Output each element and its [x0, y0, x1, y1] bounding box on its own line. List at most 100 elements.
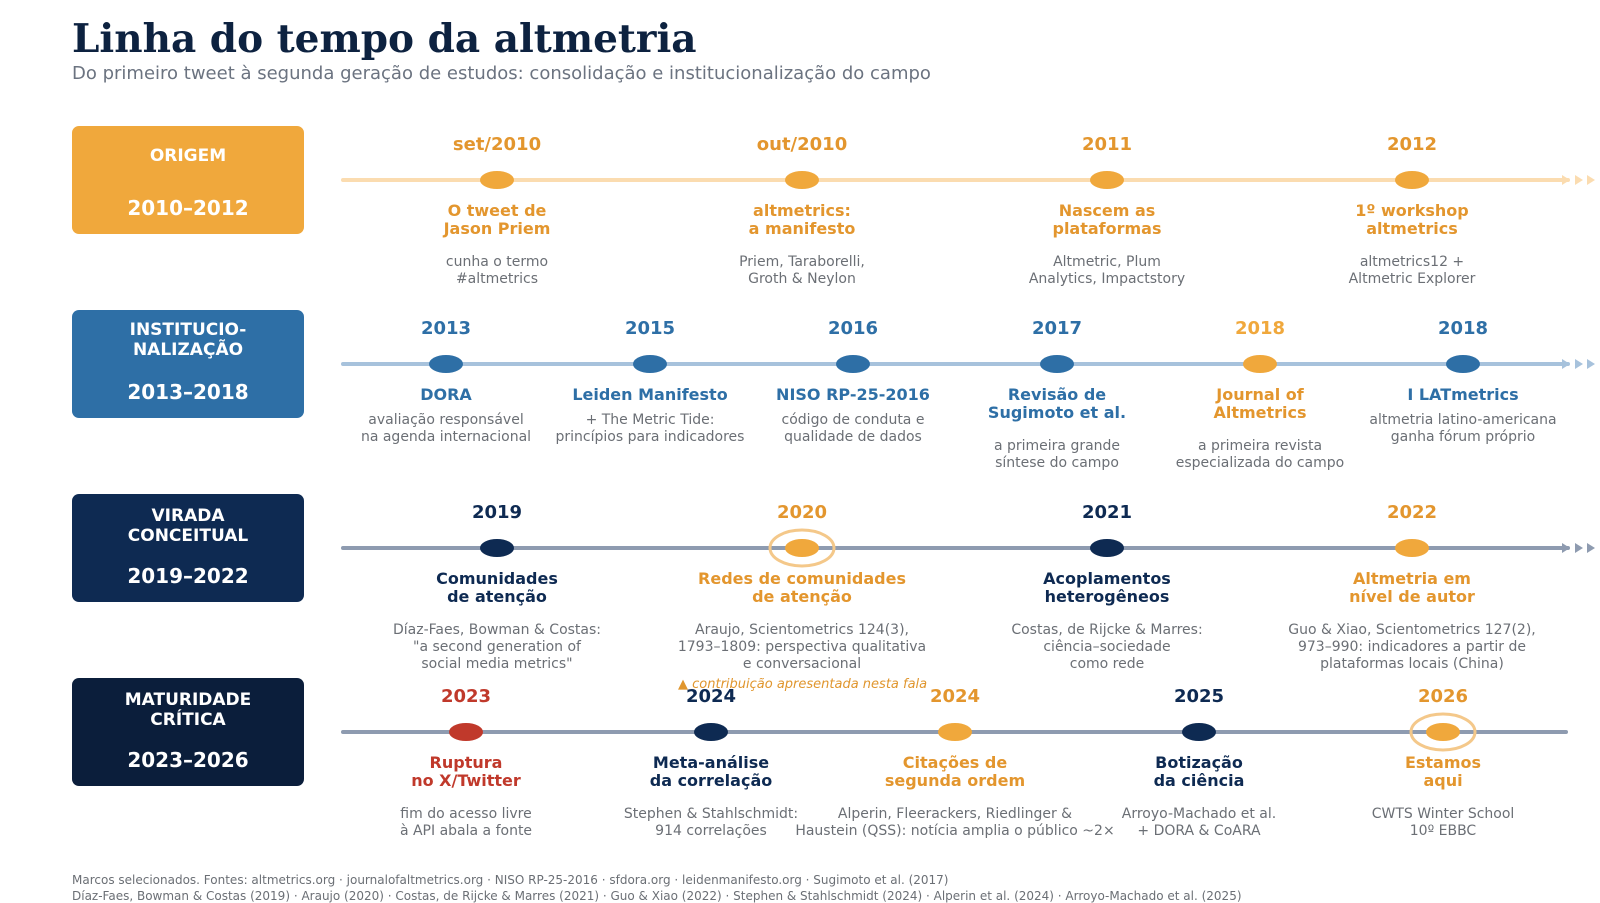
- event-marker: [449, 723, 483, 741]
- timeline-arrow: [1575, 359, 1583, 369]
- timeline-arrow: [1575, 543, 1583, 553]
- event-title: Ruptura no X/Twitter: [411, 753, 521, 790]
- page-subtitle: Do primeiro tweet à segunda geração de e…: [72, 63, 931, 84]
- phase-years: 2013–2018: [127, 380, 249, 404]
- event-marker: [633, 355, 667, 373]
- event-marker: [836, 355, 870, 373]
- event-year: 2023: [440, 686, 492, 707]
- phase-box-4: MATURIDADE CRÍTICA 2023–2026: [72, 678, 304, 786]
- timeline-arrow: [1587, 543, 1595, 553]
- event-year: 2024: [929, 686, 981, 707]
- event-description: Priem, Taraborelli, Groth & Neylon: [739, 254, 865, 287]
- event-year: 2018: [1437, 318, 1489, 339]
- timeline-arrow: [1562, 543, 1570, 553]
- event-title: altmetrics: a manifesto: [748, 201, 856, 238]
- event-year: 2026: [1417, 686, 1469, 707]
- event-year: 2019: [471, 502, 523, 523]
- event-marker: [1182, 723, 1216, 741]
- event-marker: [785, 539, 819, 557]
- event-title: O tweet de Jason Priem: [443, 201, 551, 238]
- event-title: Botização da ciência: [1153, 753, 1245, 790]
- event-title: Leiden Manifesto: [572, 385, 728, 404]
- phase-years: 2019–2022: [127, 564, 249, 588]
- event-year: 2018: [1234, 318, 1286, 339]
- event-title: Altmetria em nível de autor: [1349, 569, 1475, 606]
- event-marker: [1040, 355, 1074, 373]
- event-marker: [1090, 539, 1124, 557]
- event-title: Acoplamentos heterogêneos: [1043, 569, 1171, 606]
- event-description: a primeira grande síntese do campo: [993, 438, 1121, 471]
- event-year: 2020: [776, 502, 828, 523]
- event-title: NISO RP-25-2016: [776, 385, 930, 404]
- event-description: + The Metric Tide: princípios para indica…: [555, 412, 745, 445]
- event-title: DORA: [420, 385, 472, 404]
- page-title: Linha do tempo da altmetria: [72, 16, 697, 62]
- event-marker: [1426, 723, 1460, 741]
- phase-name: MATURIDADE CRÍTICA: [124, 690, 252, 730]
- event-description: Costas, de Rijcke & Marres: ciência–socie…: [1011, 622, 1203, 672]
- event-marker: [1395, 171, 1429, 189]
- event-description: altmetria latino-americana ganha fórum pr…: [1369, 412, 1557, 445]
- timeline-arrow: [1562, 359, 1570, 369]
- highlight-ring: [768, 528, 836, 568]
- event-year: 2021: [1081, 502, 1133, 523]
- event-year: 2016: [827, 318, 879, 339]
- timeline-arrow: [1587, 359, 1595, 369]
- event-title: Meta-análise da correlação: [649, 753, 773, 790]
- event-year: 2024: [685, 686, 737, 707]
- event-marker: [1446, 355, 1480, 373]
- event-title: I LATmetrics: [1407, 385, 1519, 404]
- event-title: Estamos aqui: [1404, 753, 1482, 790]
- event-description: CWTS Winter School 10º EBBC: [1371, 806, 1515, 839]
- event-marker: [785, 171, 819, 189]
- event-description: Alperin, Fleerackers, Riedlinger & Hauste…: [795, 806, 1115, 839]
- event-year: set/2010: [452, 134, 542, 155]
- event-year: 2011: [1081, 134, 1133, 155]
- event-marker: [1090, 171, 1124, 189]
- event-marker: [480, 539, 514, 557]
- event-marker: [1395, 539, 1429, 557]
- event-description: Stephen & Stahlschmidt: 914 correlações: [623, 806, 799, 839]
- event-year: 2013: [420, 318, 472, 339]
- event-marker: [1243, 355, 1277, 373]
- event-description: Guo & Xiao, Scientometrics 127(2), 973–99…: [1288, 622, 1536, 672]
- event-year: 2025: [1173, 686, 1225, 707]
- event-marker: [694, 723, 728, 741]
- event-year: out/2010: [756, 134, 848, 155]
- event-year: 2017: [1031, 318, 1083, 339]
- footer-sources-line-2: Díaz-Faes, Bowman & Costas (2019) · Arau…: [72, 889, 1242, 903]
- footer-sources-line-1: Marcos selecionados. Fontes: altmetrics.…: [72, 873, 949, 887]
- phase-name: ORIGEM: [149, 146, 227, 166]
- timeline-arrow: [1587, 175, 1595, 185]
- event-year: 2022: [1386, 502, 1438, 523]
- event-description: avaliação responsável na agenda internaci…: [360, 412, 532, 445]
- event-description: cunha o termo #altmetrics: [445, 254, 549, 287]
- event-title: Nascem as plataformas: [1052, 201, 1162, 238]
- event-description: Altmetric, Plum Analytics, Impactstory: [1028, 254, 1186, 287]
- event-year: 2015: [624, 318, 676, 339]
- event-year: 2012: [1386, 134, 1438, 155]
- timeline-arrow: [1562, 175, 1570, 185]
- event-description: Arroyo-Machado et al. + DORA & CoARA: [1121, 806, 1277, 839]
- event-marker: [480, 171, 514, 189]
- highlight-ring: [1409, 712, 1477, 752]
- contribution-note: ▲ contribuição apresentada nesta fala: [678, 677, 928, 692]
- phase-box-1: ORIGEM 2010–2012: [72, 126, 304, 234]
- phase-box-2: INSTITUCIO- NALIZAÇÃO 2013–2018: [72, 310, 304, 418]
- event-description: Díaz-Faes, Bowman & Costas: "a second gen…: [392, 622, 602, 672]
- phase-years: 2010–2012: [127, 196, 249, 220]
- event-description: fim do acesso livre à API abala a fonte: [399, 806, 533, 839]
- timeline-arrow: [1575, 175, 1583, 185]
- event-title: 1º workshop altmetrics: [1355, 201, 1469, 238]
- event-title: Journal of Altmetrics: [1213, 385, 1307, 422]
- event-marker: [938, 723, 972, 741]
- event-description: código de conduta e qualidade de dados: [781, 412, 925, 445]
- phase-years: 2023–2026: [127, 748, 249, 772]
- event-description: altmetrics12 + Altmetric Explorer: [1348, 254, 1476, 287]
- phase-box-3: VIRADA CONCEITUAL 2019–2022: [72, 494, 304, 602]
- phase-name: INSTITUCIO- NALIZAÇÃO: [129, 320, 247, 360]
- event-description: Araujo, Scientometrics 124(3), 1793–1809:…: [677, 622, 927, 672]
- event-title: Redes de comunidades de atenção: [698, 569, 906, 606]
- event-title: Revisão de Sugimoto et al.: [987, 385, 1127, 422]
